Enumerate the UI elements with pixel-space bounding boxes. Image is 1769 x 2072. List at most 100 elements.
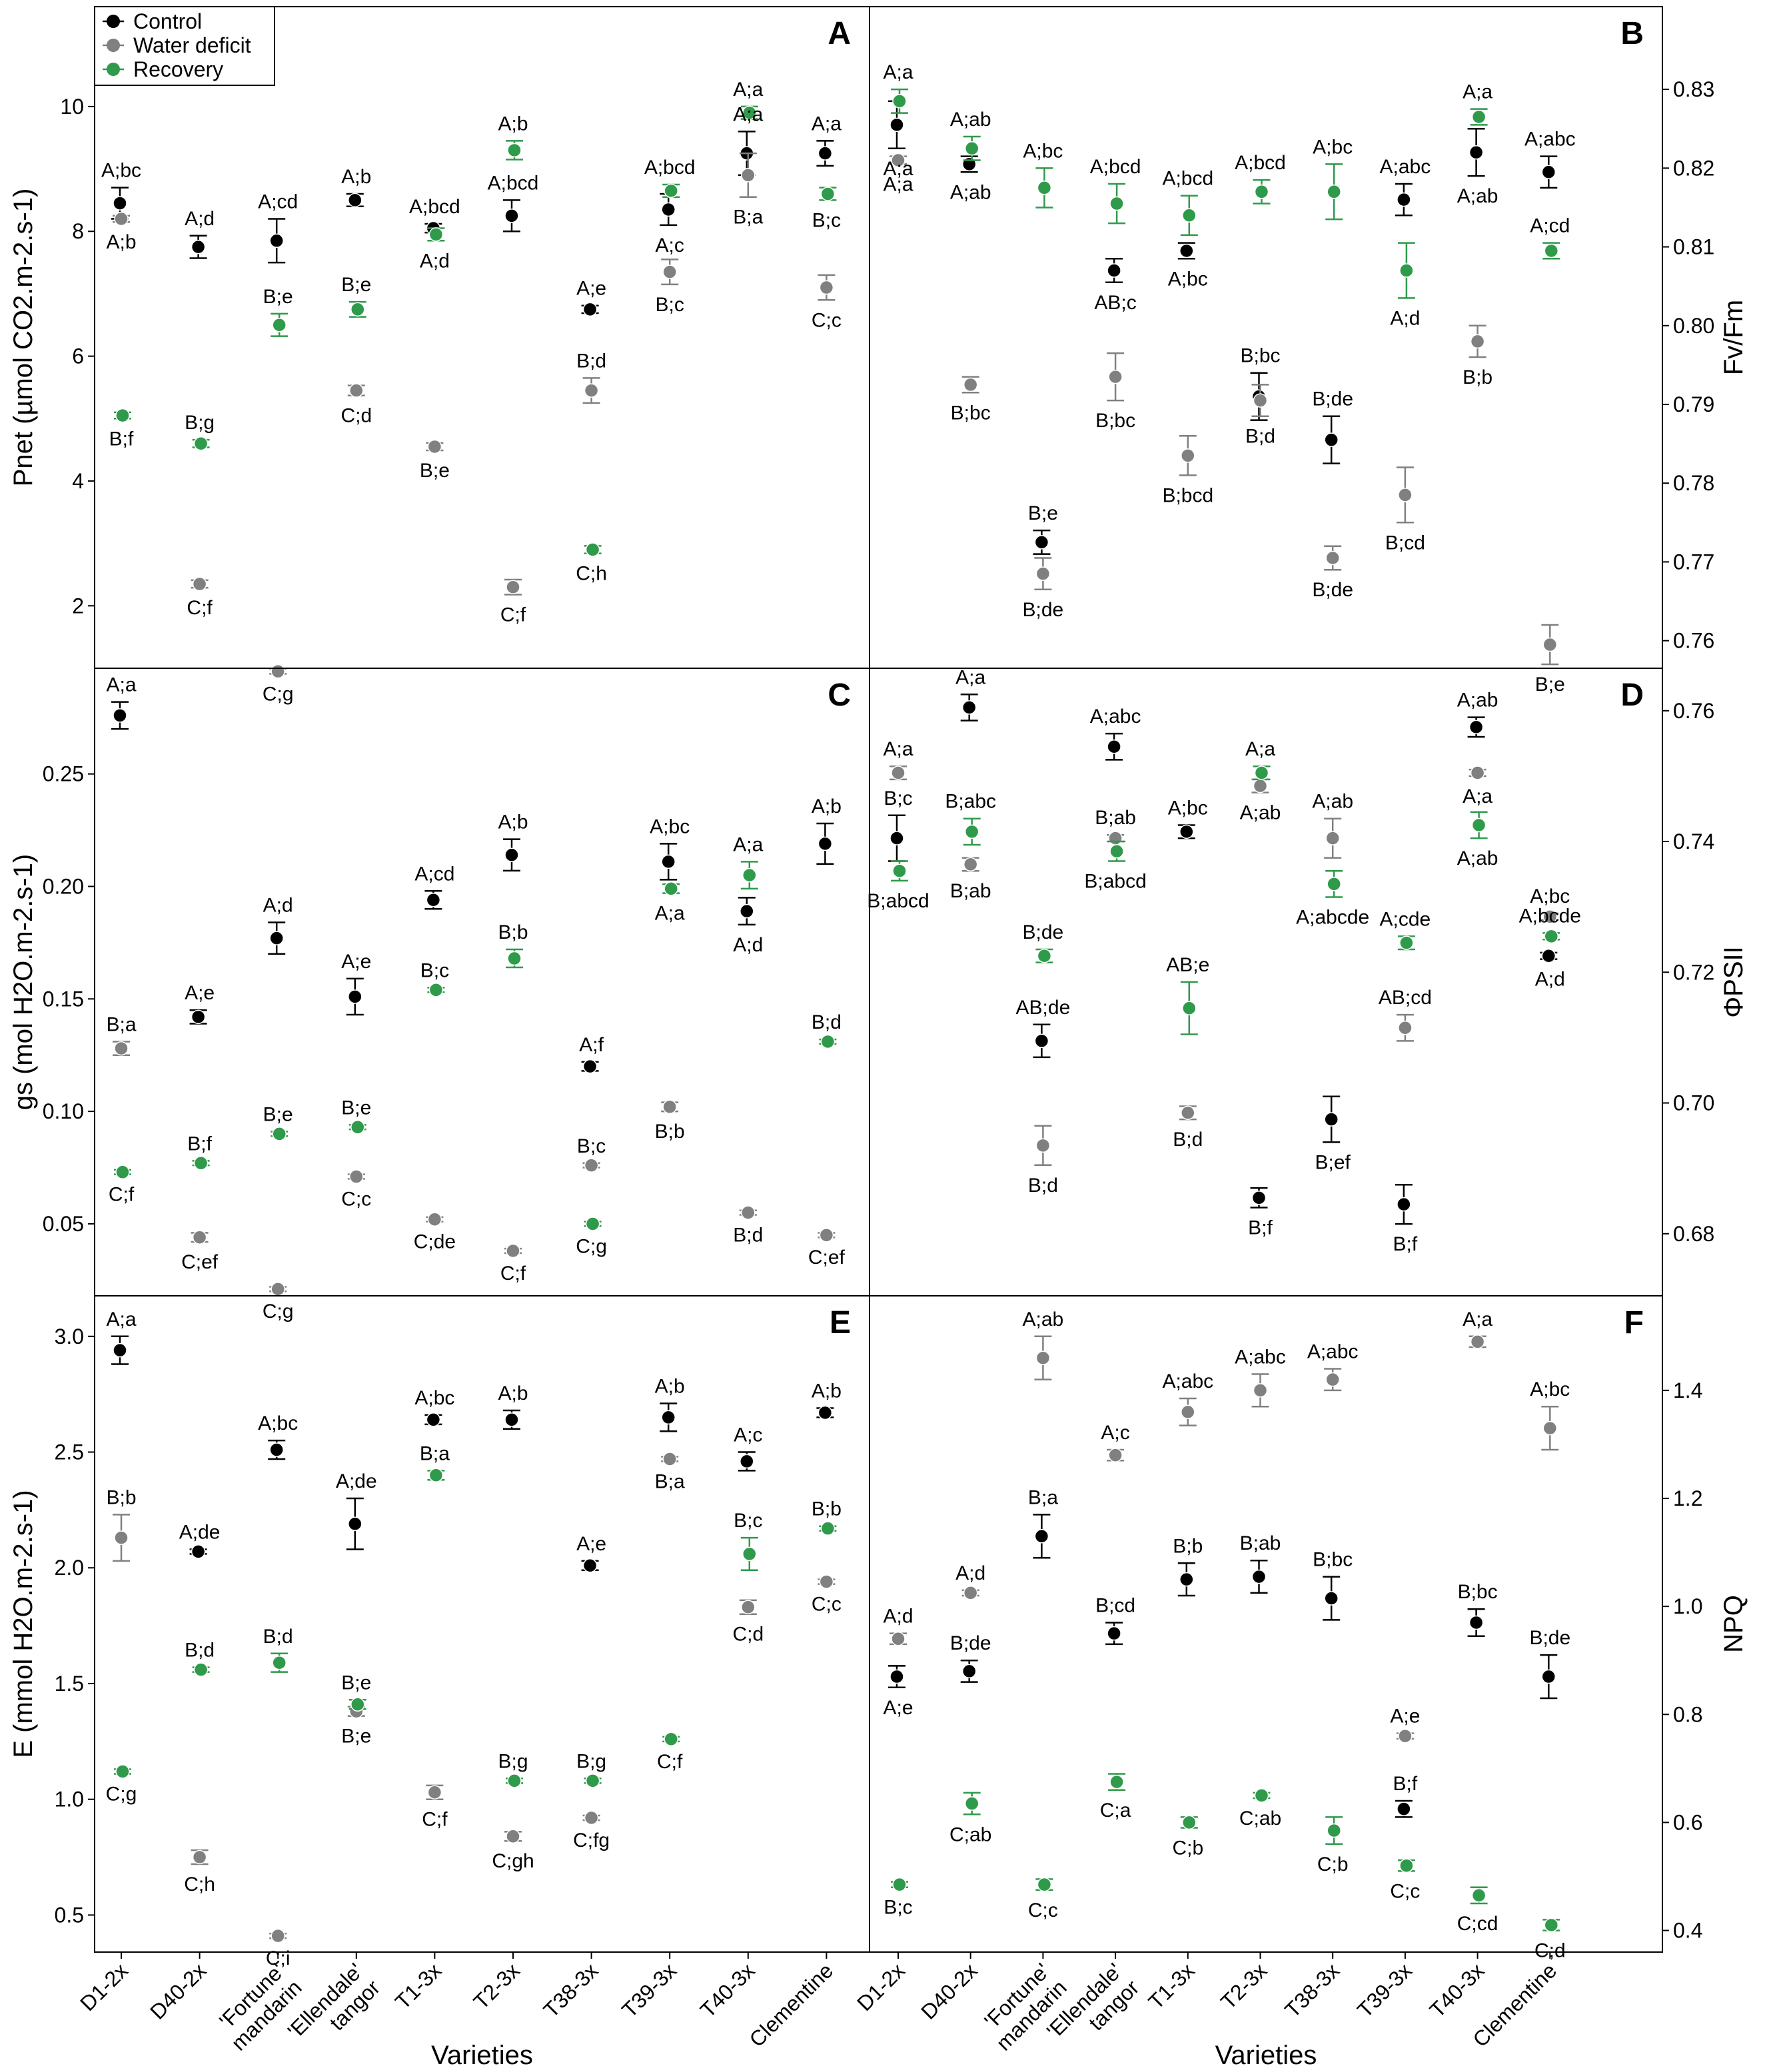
data-point xyxy=(742,867,757,883)
significance-label: B;a xyxy=(106,1013,136,1035)
y-tick-label: 1.0 xyxy=(1673,1594,1702,1618)
data-point xyxy=(1470,766,1485,780)
significance-label: B;d xyxy=(733,1224,763,1246)
significance-label: B;de xyxy=(1312,579,1353,601)
series-water-deficit xyxy=(113,1041,836,1296)
data-point xyxy=(506,1829,520,1844)
data-point xyxy=(740,903,754,919)
significance-label: A;d xyxy=(185,208,215,230)
data-point xyxy=(1179,824,1194,839)
data-point xyxy=(350,302,365,317)
y-tick-label: 0.72 xyxy=(1673,960,1714,984)
significance-label: C;c xyxy=(1390,1880,1420,1902)
data-point xyxy=(269,931,284,945)
y-tick-label: 0.10 xyxy=(43,1099,84,1123)
significance-label: A;c xyxy=(1101,1422,1129,1444)
data-point xyxy=(662,1452,677,1466)
data-point xyxy=(961,700,977,715)
data-point xyxy=(664,183,678,199)
significance-label: B;c xyxy=(734,1510,762,1532)
panel-frame xyxy=(869,1295,1663,1953)
data-point xyxy=(1108,831,1123,845)
significance-label: A;bc xyxy=(1023,140,1063,162)
panel-letter: B xyxy=(1620,16,1644,51)
y-tick-label: 2 xyxy=(72,594,84,618)
data-point xyxy=(426,893,441,907)
data-point xyxy=(1037,1877,1052,1892)
y-tick-label: 0.80 xyxy=(1673,314,1714,338)
data-point xyxy=(1542,909,1558,924)
data-point xyxy=(1470,334,1485,349)
y-tick-label: 6 xyxy=(72,344,84,368)
significance-label: B;f xyxy=(1248,1217,1273,1239)
legend-marker xyxy=(107,15,120,28)
significance-label: A;ab xyxy=(950,181,991,203)
significance-label: C;ef xyxy=(181,1251,219,1273)
significance-label: A;a xyxy=(1245,738,1275,760)
significance-label: B;bc xyxy=(1095,410,1135,432)
x-tick-label: 'Ellendale'tangor xyxy=(283,1958,385,2060)
significance-label: B;g xyxy=(498,1750,528,1772)
data-point xyxy=(1541,165,1556,179)
data-point xyxy=(741,1600,756,1615)
significance-label: A;ab xyxy=(1312,791,1353,813)
significance-label: A;bc xyxy=(1168,797,1208,819)
data-point xyxy=(889,831,904,845)
data-point xyxy=(661,854,676,869)
legend-item-control: Control xyxy=(103,9,202,33)
significance-label: A;a xyxy=(106,674,136,696)
data-point xyxy=(348,193,362,208)
significance-label: A;b xyxy=(655,1376,685,1398)
panel-letter: D xyxy=(1620,678,1644,713)
significance-label: C;f xyxy=(500,1263,526,1285)
data-point xyxy=(1397,192,1411,207)
panel-d: D 0.68 0.70 0.72 0.74 0.76 ΦPSII A;a B;c B;abcd A;… xyxy=(867,666,1748,1296)
data-point xyxy=(193,1662,209,1677)
data-point xyxy=(819,1228,834,1243)
significance-label: B;c xyxy=(884,1897,912,1919)
significance-label: C;c xyxy=(1028,1899,1058,1921)
data-point xyxy=(582,1059,598,1074)
significance-label: B;e xyxy=(263,286,293,308)
series-control xyxy=(111,131,834,317)
significance-label: A;e xyxy=(1390,1706,1420,1728)
significance-label: AB;e xyxy=(1166,954,1209,976)
significance-label: B;f xyxy=(109,428,134,450)
legend-label: Water deficit xyxy=(133,33,251,57)
significance-label: B;d xyxy=(1245,426,1275,448)
significance-label: A;a xyxy=(733,103,763,125)
significance-label: A;bc xyxy=(414,1387,454,1409)
significance-label: B;f xyxy=(1393,1233,1418,1255)
y-tick-label: 0.70 xyxy=(1673,1091,1714,1115)
significance-label: C;a xyxy=(1100,1800,1131,1821)
data-point xyxy=(1327,185,1341,199)
significance-label: A;ab xyxy=(1023,1308,1064,1330)
y-tick-label: 0.83 xyxy=(1673,77,1714,101)
data-point xyxy=(115,1165,130,1180)
significance-label: A;a xyxy=(812,113,842,135)
significance-label: B;c xyxy=(884,787,912,809)
data-point xyxy=(271,1282,285,1296)
significance-label: B;ef xyxy=(1315,1151,1351,1173)
data-point xyxy=(1251,1191,1267,1205)
series-water-deficit xyxy=(113,152,836,679)
data-point xyxy=(114,1530,129,1545)
significance-label: B;c xyxy=(577,1135,606,1157)
data-point xyxy=(1107,740,1121,754)
significance-label: A;bcd xyxy=(644,157,696,179)
series-water-deficit xyxy=(889,153,1559,666)
series-control xyxy=(888,100,1558,555)
significance-label: B;abcd xyxy=(867,890,929,912)
significance-label: B;de xyxy=(1312,388,1353,410)
y-tick-label: 1.2 xyxy=(1673,1486,1702,1510)
significance-label: B;f xyxy=(1393,1773,1418,1795)
data-point xyxy=(1035,1138,1051,1153)
significance-label: C;b xyxy=(1317,1853,1349,1875)
significance-label: B;d xyxy=(185,1640,215,1662)
data-point xyxy=(193,1156,209,1171)
significance-label: A;cde xyxy=(1380,908,1431,930)
significance-label: B;cd xyxy=(1385,532,1425,554)
significance-label: A;de xyxy=(336,1470,377,1492)
data-point xyxy=(271,664,285,679)
y-tick-label: 0.78 xyxy=(1673,471,1714,495)
